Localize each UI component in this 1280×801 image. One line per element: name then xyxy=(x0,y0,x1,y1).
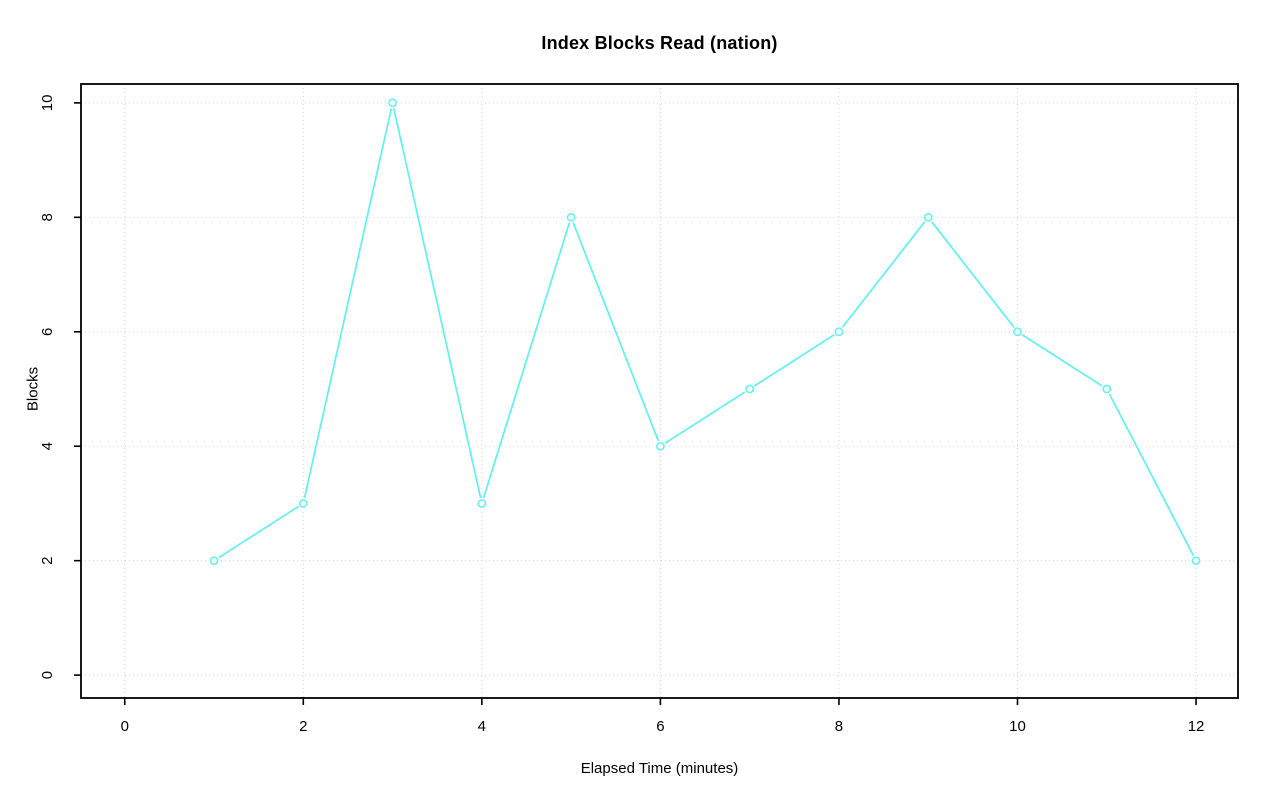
series-line xyxy=(213,102,1197,562)
y-tick-label: 6 xyxy=(39,328,56,336)
data-point-marker xyxy=(477,499,487,508)
y-tick-label: 4 xyxy=(39,442,56,450)
y-tick-label: 8 xyxy=(39,213,56,221)
data-point-marker xyxy=(1102,384,1112,394)
data-point-marker xyxy=(298,499,308,508)
x-tick-label: 2 xyxy=(299,718,307,735)
data-point-marker xyxy=(1191,556,1201,566)
y-tick-label: 0 xyxy=(39,671,56,679)
data-point-marker xyxy=(834,327,844,337)
chart-title: Index Blocks Read (nation) xyxy=(541,33,778,53)
x-tick-label: 12 xyxy=(1188,718,1205,735)
data-point-marker xyxy=(566,212,576,222)
data-point-marker xyxy=(1013,327,1022,337)
x-axis-label: Elapsed Time (minutes) xyxy=(580,760,739,777)
data-point-marker xyxy=(923,212,933,222)
data-point-marker xyxy=(656,441,665,451)
x-tick-label: 10 xyxy=(1009,718,1026,735)
data-point-marker xyxy=(388,98,397,108)
x-tick-label: 4 xyxy=(478,718,486,735)
y-tick-label: 2 xyxy=(39,556,56,564)
plot-box xyxy=(80,83,1239,699)
data-point-marker xyxy=(209,556,219,566)
y-axis-label: Blocks xyxy=(24,366,42,412)
x-tick-label: 0 xyxy=(121,718,129,735)
x-tick-label: 6 xyxy=(656,718,664,735)
x-tick-label: 8 xyxy=(835,718,843,735)
data-point-marker xyxy=(745,384,755,394)
y-tick-label: 10 xyxy=(39,95,56,112)
